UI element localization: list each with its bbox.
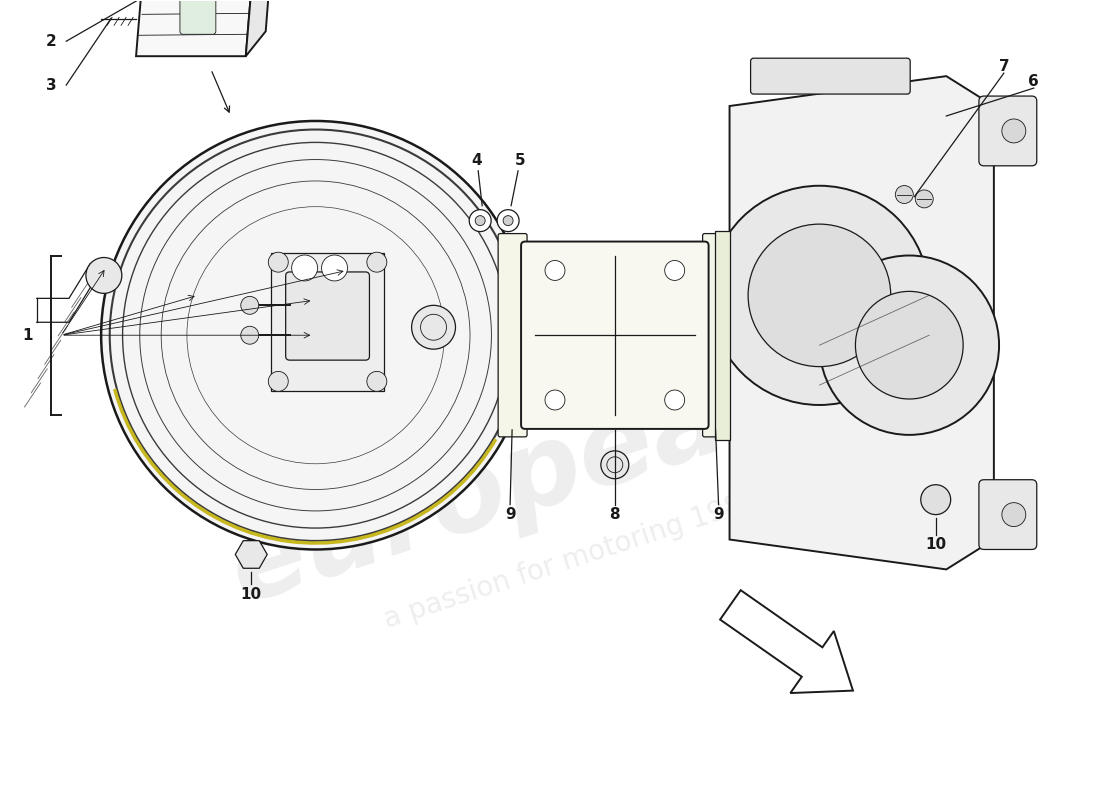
Text: 4: 4 [471, 154, 482, 168]
Text: 3: 3 [46, 78, 56, 93]
Text: 6: 6 [1028, 74, 1040, 89]
Circle shape [321, 255, 348, 281]
Circle shape [710, 186, 930, 405]
Circle shape [1002, 502, 1026, 526]
Circle shape [895, 186, 913, 203]
Text: 10: 10 [925, 537, 946, 552]
Circle shape [470, 210, 491, 231]
Circle shape [921, 485, 950, 514]
Text: 5: 5 [515, 154, 526, 168]
FancyBboxPatch shape [180, 0, 216, 34]
Circle shape [367, 252, 387, 272]
Circle shape [503, 216, 513, 226]
Text: 1: 1 [23, 328, 33, 342]
Text: 2: 2 [46, 34, 56, 49]
FancyBboxPatch shape [521, 242, 708, 429]
Text: 8: 8 [609, 507, 620, 522]
Circle shape [748, 224, 891, 366]
Circle shape [497, 210, 519, 231]
Polygon shape [720, 590, 852, 693]
Text: 10: 10 [241, 587, 262, 602]
FancyBboxPatch shape [703, 234, 728, 437]
Circle shape [268, 252, 288, 272]
Circle shape [292, 255, 318, 281]
Circle shape [544, 261, 565, 281]
Circle shape [268, 371, 288, 391]
FancyBboxPatch shape [498, 234, 527, 437]
Polygon shape [271, 253, 384, 390]
FancyBboxPatch shape [750, 58, 910, 94]
Circle shape [475, 216, 485, 226]
Polygon shape [245, 0, 273, 56]
Circle shape [601, 451, 629, 478]
Circle shape [1002, 119, 1026, 143]
FancyBboxPatch shape [979, 96, 1037, 166]
Circle shape [544, 390, 565, 410]
Text: 7: 7 [999, 58, 1009, 74]
Polygon shape [715, 230, 729, 440]
Circle shape [241, 296, 258, 314]
Text: 1985: 1985 [767, 316, 992, 452]
FancyBboxPatch shape [979, 480, 1037, 550]
FancyBboxPatch shape [286, 272, 370, 360]
Circle shape [241, 326, 258, 344]
Polygon shape [136, 0, 253, 56]
Text: 9: 9 [505, 507, 516, 522]
Circle shape [664, 261, 684, 281]
Circle shape [664, 390, 684, 410]
Circle shape [101, 121, 530, 550]
Circle shape [411, 306, 455, 349]
Circle shape [915, 190, 933, 208]
Text: a passion for motoring 1985: a passion for motoring 1985 [381, 486, 763, 634]
Text: europeares: europeares [217, 303, 927, 625]
Text: 9: 9 [713, 507, 724, 522]
Polygon shape [729, 76, 994, 570]
Circle shape [367, 371, 387, 391]
Circle shape [820, 255, 999, 435]
Circle shape [856, 291, 964, 399]
Polygon shape [235, 541, 267, 568]
Circle shape [86, 258, 122, 294]
